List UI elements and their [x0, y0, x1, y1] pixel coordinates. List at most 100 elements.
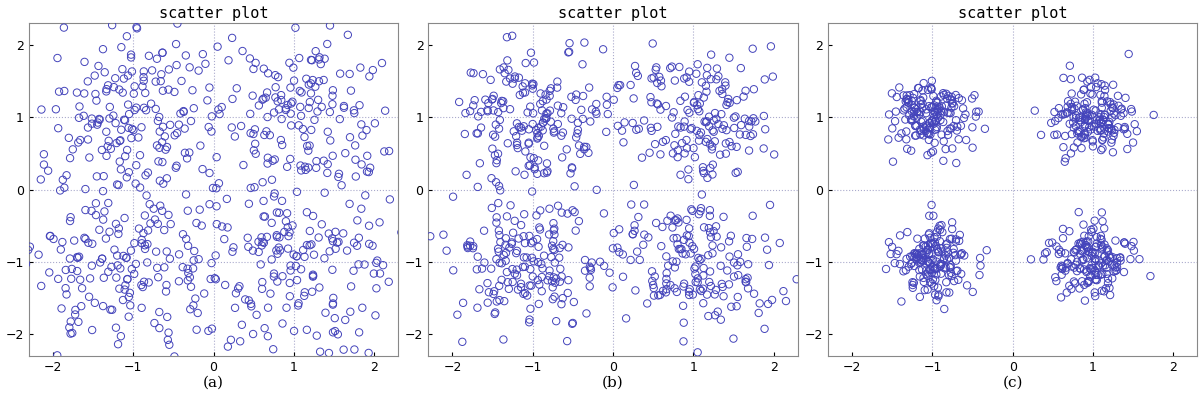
Point: [159, 212, 178, 218]
Point: [1095, 254, 1114, 260]
Point: [1053, 265, 1072, 272]
Point: [575, 146, 594, 152]
Point: [639, 234, 658, 241]
Point: [581, 265, 600, 271]
Point: [666, 217, 686, 223]
Point: [616, 315, 635, 322]
Point: [201, 276, 220, 282]
Point: [1088, 240, 1107, 246]
Point: [671, 171, 691, 178]
Point: [947, 127, 966, 134]
Point: [515, 240, 534, 246]
Point: [665, 77, 685, 84]
Point: [640, 150, 659, 156]
Point: [138, 227, 158, 233]
Point: [688, 255, 707, 261]
Point: [1075, 101, 1095, 107]
Point: [914, 275, 934, 281]
Point: [113, 89, 132, 96]
Point: [938, 128, 958, 134]
Point: [697, 88, 716, 95]
Point: [173, 264, 192, 270]
Point: [1104, 269, 1124, 275]
Point: [977, 247, 996, 253]
Point: [297, 75, 316, 82]
Point: [57, 172, 76, 179]
Point: [923, 280, 942, 287]
Point: [580, 263, 599, 270]
Point: [736, 278, 755, 285]
Point: [419, 106, 438, 112]
Point: [53, 177, 72, 183]
Point: [700, 229, 719, 235]
Point: [159, 87, 178, 93]
Point: [452, 339, 472, 345]
Point: [528, 277, 547, 283]
Point: [930, 238, 949, 245]
Point: [522, 282, 541, 289]
Point: [291, 266, 310, 273]
Point: [461, 243, 480, 249]
Point: [119, 125, 138, 131]
Point: [905, 250, 924, 256]
Point: [109, 87, 129, 93]
Point: [675, 237, 694, 243]
Point: [96, 129, 115, 135]
Point: [102, 264, 122, 270]
Point: [913, 124, 932, 130]
Point: [976, 126, 995, 132]
Point: [318, 161, 337, 167]
Point: [692, 79, 711, 86]
Point: [905, 263, 924, 269]
Point: [142, 67, 161, 73]
Point: [899, 263, 918, 270]
Point: [709, 73, 728, 79]
Point: [934, 158, 953, 164]
Point: [533, 119, 552, 126]
Point: [692, 205, 711, 211]
Point: [923, 241, 942, 247]
Point: [737, 235, 757, 241]
Point: [1092, 105, 1112, 111]
Point: [500, 75, 520, 82]
Point: [610, 82, 629, 88]
Point: [166, 165, 185, 171]
Point: [1021, 256, 1041, 263]
Point: [153, 88, 172, 94]
Point: [479, 289, 498, 295]
Point: [724, 273, 743, 280]
Point: [99, 269, 118, 275]
Point: [1114, 269, 1133, 275]
Point: [657, 289, 676, 295]
Point: [594, 263, 614, 269]
Point: [263, 158, 283, 164]
Point: [896, 128, 915, 135]
Point: [170, 122, 189, 128]
Point: [1127, 128, 1146, 134]
Point: [254, 66, 273, 72]
Point: [917, 267, 936, 274]
Point: [284, 328, 303, 334]
Point: [153, 139, 172, 145]
Point: [1121, 256, 1140, 262]
Point: [177, 191, 196, 198]
Point: [926, 243, 946, 249]
Point: [776, 298, 795, 304]
Point: [300, 105, 319, 111]
Point: [706, 287, 725, 293]
Point: [38, 167, 58, 174]
Point: [403, 282, 422, 289]
Point: [912, 251, 931, 258]
Point: [657, 253, 676, 260]
Point: [1077, 267, 1096, 274]
Point: [929, 284, 948, 291]
Point: [902, 117, 921, 124]
Point: [136, 107, 155, 113]
Point: [913, 94, 932, 101]
Point: [693, 168, 712, 174]
Point: [567, 91, 586, 98]
Point: [692, 191, 711, 198]
Point: [686, 263, 705, 270]
Point: [877, 266, 896, 272]
Point: [99, 143, 118, 149]
